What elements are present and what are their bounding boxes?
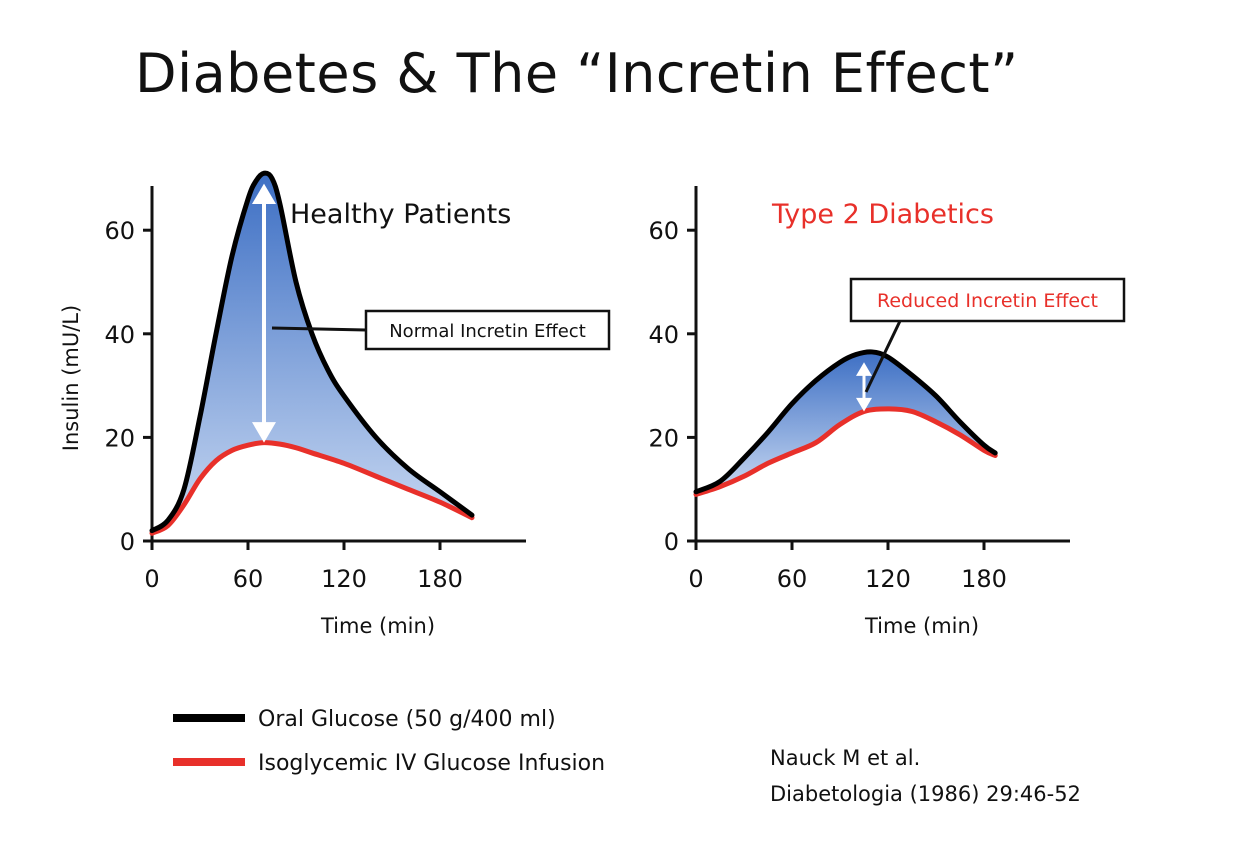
y-tick-label: 20 [104, 424, 135, 452]
annotation-pointer-healthy [271, 326, 367, 332]
y-tick-label: 0 [120, 528, 135, 556]
x-axis-label-diabetic: Time (min) [864, 614, 979, 638]
incretin-arrow-diabetic [856, 362, 872, 412]
chart-title-healthy: Healthy Patients [290, 199, 511, 230]
y-axis-label-healthy: Insulin (mU/L) [59, 305, 83, 451]
incretin-area-diabetic [696, 351, 996, 495]
citation-authors: Nauck M et al. [770, 746, 921, 770]
y-tick-label: 40 [104, 321, 135, 349]
x-tick-label: 180 [417, 565, 463, 593]
x-tick-label: 120 [865, 565, 911, 593]
legend: Oral Glucose (50 g/400 ml) Isoglycemic I… [173, 707, 605, 776]
x-tick-label: 0 [144, 565, 159, 593]
chart-diabetic: 0 20 40 60 0 60 120 180 Reduced Incretin Effect T… [648, 186, 1126, 638]
x-tick-label: 60 [777, 565, 808, 593]
y-tick-label: 0 [664, 528, 679, 556]
y-tick-label: 60 [104, 217, 135, 245]
iv-curve-healthy [149, 440, 475, 536]
incretin-arrow-healthy [252, 183, 276, 443]
annotation-box-healthy [364, 309, 611, 351]
x-axis-label-healthy: Time (min) [320, 614, 435, 638]
y-tick-label: 60 [648, 217, 679, 245]
annotation-label-diabetic: Reduced Incretin Effect [877, 290, 1098, 312]
legend-label-iv: Isoglycemic IV Glucose Infusion [258, 751, 605, 776]
oral-curve-diabetic [693, 349, 998, 495]
oral-curve-healthy [149, 170, 475, 534]
citation-journal: Diabetologia (1986) 29:46-52 [770, 782, 1081, 806]
x-tick-label: 120 [321, 565, 367, 593]
chart-healthy: 0 20 40 60 0 60 120 180 Normal Incretin Effect He… [59, 170, 611, 638]
legend-label-oral: Oral Glucose (50 g/400 ml) [258, 707, 556, 732]
y-tick-label: 20 [648, 424, 679, 452]
x-tick-label: 60 [233, 565, 264, 593]
annotation-box-diabetic [849, 277, 1126, 323]
slide-title: Diabetes & The “Incretin Effect” [135, 42, 1019, 105]
x-tick-label: 180 [961, 565, 1007, 593]
annotation-label-healthy: Normal Incretin Effect [389, 321, 586, 342]
chart-title-diabetic: Type 2 Diabetics [771, 199, 994, 230]
y-tick-label: 40 [648, 321, 679, 349]
annotation-pointer-diabetic [864, 320, 902, 393]
x-tick-label: 0 [688, 565, 703, 593]
iv-curve-diabetic [693, 406, 998, 497]
